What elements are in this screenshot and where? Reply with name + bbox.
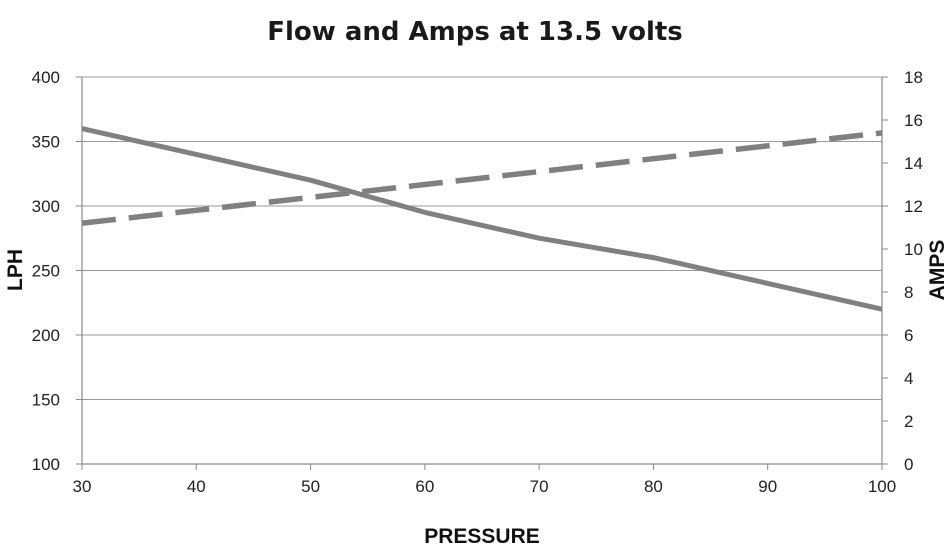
y2-tick-label-0: 0 [904,455,913,474]
lph-series-line [81,126,883,312]
gridlines [82,76,882,465]
y2-axis-label: AMPS [926,240,949,301]
x-tick-label-60: 60 [415,477,434,496]
x-tick-label-30: 30 [73,477,92,496]
amps-series-line [81,130,883,226]
x-axis-ticks: 30 40 50 60 70 80 90 100 [73,464,896,496]
x-tick-label-100: 100 [868,477,896,496]
y2-tick-label-6: 6 [904,326,913,345]
y-tick-label-100: 100 [32,455,60,474]
y2-tick-label-8: 8 [904,283,913,302]
y-tick-label-150: 150 [32,391,60,410]
x-tick-label-90: 90 [758,477,777,496]
x-axis-label: PRESSURE [424,525,540,547]
y2-tick-label-12: 12 [904,197,923,216]
y-tick-label-400: 400 [32,68,60,87]
series-group [81,126,883,312]
y-tick-label-300: 300 [32,197,60,216]
x-tick-label-80: 80 [644,477,663,496]
y2-tick-label-4: 4 [904,369,913,388]
x-tick-label-70: 70 [530,477,549,496]
y2-axis-ticks: 0 2 4 6 8 10 12 14 16 18 [882,68,923,474]
y-tick-label-200: 200 [32,326,60,345]
y-axis-label: LPH [4,249,27,291]
y-axis-ticks: 100 150 200 250 300 350 400 [32,68,82,474]
chart-title: Flow and Amps at 13.5 volts [267,17,683,47]
x-tick-label-40: 40 [187,477,206,496]
y2-tick-label-10: 10 [904,240,923,259]
y2-tick-label-14: 14 [904,154,923,173]
x-tick-label-50: 50 [301,477,320,496]
y-tick-label-350: 350 [32,133,60,152]
y2-tick-label-16: 16 [904,111,923,130]
y-tick-label-250: 250 [32,262,60,281]
y2-tick-label-18: 18 [904,68,923,87]
y2-tick-label-2: 2 [904,412,913,431]
